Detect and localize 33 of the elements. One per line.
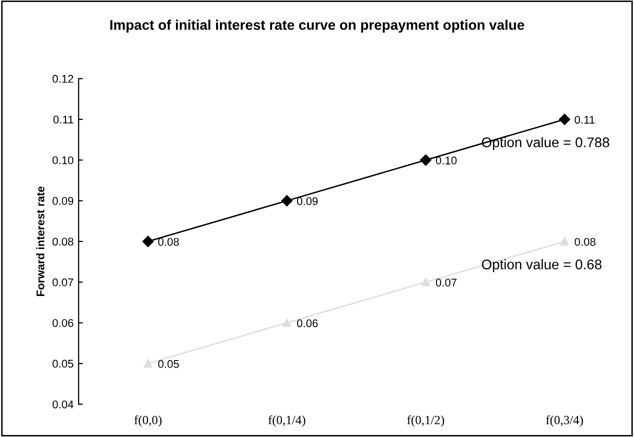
- point: [144, 359, 152, 368]
- point: [560, 237, 569, 246]
- y-tick-label: 0.08: [52, 238, 74, 246]
- data-label: 0.06: [297, 319, 318, 328]
- chart-title: Impact of initial interest rate curve on prepayment option value: [110, 20, 524, 33]
- data-label: 0.07: [436, 278, 457, 287]
- y-tick-label: 0.06: [52, 319, 74, 327]
- y-tick-label: 0.04: [52, 400, 74, 408]
- y-tick-label: 0.12: [52, 74, 74, 83]
- point: [281, 195, 292, 206]
- point: [422, 278, 430, 286]
- x-tick-label: f(0,1/4): [268, 415, 306, 427]
- y-tick-label: 0.11: [53, 116, 74, 124]
- x-tick-label: f(0,3/4): [546, 415, 583, 427]
- data-label: 0.08: [574, 238, 596, 246]
- x-tick-label: f(0,1/2): [407, 415, 444, 427]
- data-label: 0.09: [297, 197, 318, 206]
- y-tick-label: 0.07: [52, 278, 74, 286]
- point: [558, 114, 570, 125]
- y-tick-label: 0.05: [52, 360, 74, 368]
- y-tick-label: 0.09: [52, 197, 74, 205]
- x-tick-label: f(0,0): [134, 415, 162, 427]
- data-label: 0.10: [436, 156, 457, 164]
- data-label: 0.08: [158, 238, 179, 246]
- y-tick-label: 0.10: [52, 156, 74, 164]
- annotation: Option value = 0.68: [482, 259, 602, 272]
- annotation: Option value = 0.788: [482, 137, 610, 150]
- data-label: 0.05: [158, 360, 179, 368]
- data-label: 0.11: [574, 116, 595, 124]
- point: [282, 318, 292, 327]
- point: [420, 154, 432, 166]
- y-axis-title: Forward interest rate: [36, 186, 44, 296]
- point: [142, 236, 154, 248]
